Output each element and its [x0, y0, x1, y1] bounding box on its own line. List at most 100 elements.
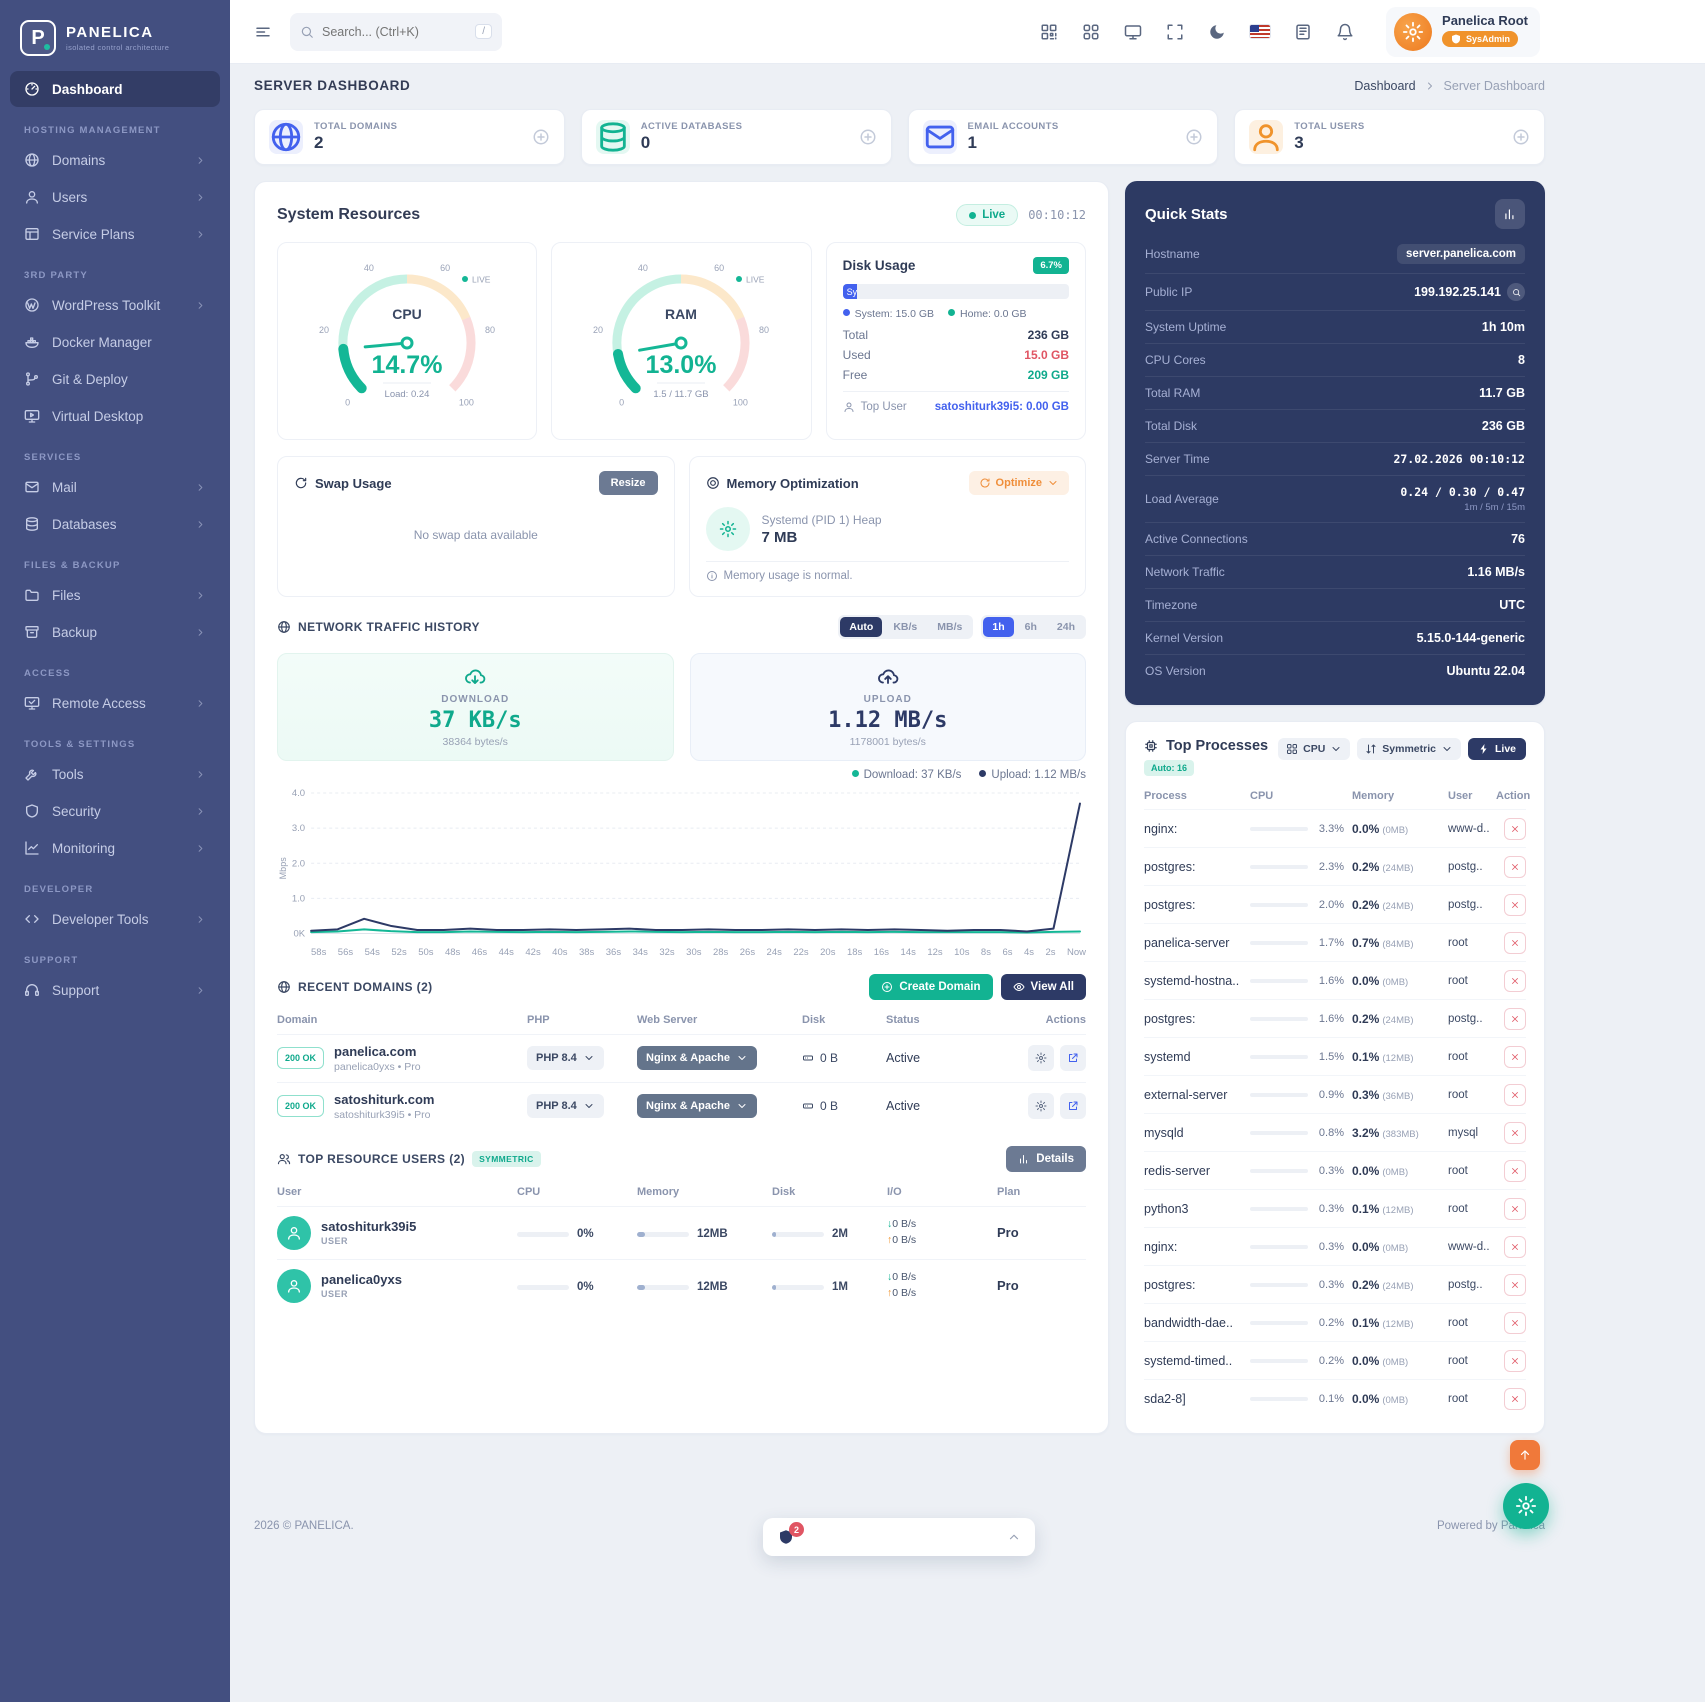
traffic-range-toggle-option-1h[interactable]: 1h: [983, 617, 1014, 637]
web-server-select[interactable]: Nginx & Apache: [637, 1046, 757, 1071]
display-icon[interactable]: [1124, 23, 1142, 41]
footer-copyright: 2026 © PANELICA.: [254, 1520, 354, 1532]
create-domain-button[interactable]: Create Domain: [869, 973, 993, 1000]
traffic-range-toggle-option-6h[interactable]: 6h: [1024, 621, 1037, 633]
dark-mode-icon[interactable]: [1208, 23, 1226, 41]
sidebar-item-remote-access[interactable]: Remote Access: [10, 685, 220, 721]
kill-process-button[interactable]: [1504, 1159, 1526, 1182]
sidebar-item-security[interactable]: Security: [10, 793, 220, 829]
changelog-notes-icon[interactable]: [1294, 23, 1312, 41]
kill-process-button[interactable]: [1504, 1387, 1526, 1410]
top-user-link[interactable]: satoshiturk39i5: 0.00 GB: [934, 401, 1069, 413]
sidebar-item-databases[interactable]: Databases: [10, 506, 220, 542]
notifications-bell-icon[interactable]: [1336, 23, 1354, 41]
sidebar: P PANELICA isolated control architecture…: [0, 0, 230, 1702]
sidebar-item-service-plans[interactable]: Service Plans: [10, 216, 220, 252]
kill-process-button[interactable]: [1504, 855, 1526, 878]
kill-process-button[interactable]: [1504, 1311, 1526, 1334]
ip-lookup-search-icon[interactable]: [1507, 283, 1525, 301]
quick-stats-chart-button[interactable]: [1495, 199, 1525, 229]
domain-open-external-icon[interactable]: [1060, 1093, 1086, 1120]
sidebar-item-support[interactable]: Support: [10, 972, 220, 1008]
domain-name[interactable]: satoshiturk.com: [334, 1091, 435, 1107]
sidebar-item-tools[interactable]: Tools: [10, 756, 220, 792]
sidebar-item-dashboard[interactable]: Dashboard: [10, 71, 220, 107]
swap-resize-button[interactable]: Resize: [598, 471, 658, 495]
plus-circle-icon[interactable]: [859, 128, 877, 146]
disk-row: Free 209 GB: [842, 368, 1069, 382]
sidebar-item-git-deploy[interactable]: Git & Deploy: [10, 361, 220, 397]
quick-stat-value: 11.7 GB: [1479, 386, 1525, 400]
cloud-download-icon: [464, 667, 486, 689]
wrench-icon: [24, 766, 40, 782]
web-server-select[interactable]: Nginx & Apache: [637, 1094, 757, 1119]
topbar-icons: [1040, 23, 1354, 41]
plus-circle-icon[interactable]: [1512, 128, 1530, 146]
resource-user-name[interactable]: satoshiturk39i5: [321, 1219, 417, 1235]
sidebar-item-wordpress-toolkit[interactable]: WordPress Toolkit: [10, 287, 220, 323]
kill-process-button[interactable]: [1504, 1235, 1526, 1258]
resource-user-name[interactable]: panelica0yxs: [321, 1272, 402, 1288]
brand-logo[interactable]: P PANELICA isolated control architecture: [0, 0, 230, 70]
kill-process-button[interactable]: [1504, 1083, 1526, 1106]
svg-text:1.0: 1.0: [292, 893, 305, 904]
sidebar-item-users[interactable]: Users: [10, 179, 220, 215]
sidebar-item-developer-tools[interactable]: Developer Tools: [10, 901, 220, 937]
domain-settings-gear-icon[interactable]: [1028, 1093, 1054, 1120]
sidebar-item-domains[interactable]: Domains: [10, 142, 220, 178]
domain-name[interactable]: panelica.com: [334, 1043, 417, 1059]
quick-stat-value: 199.192.25.141: [1414, 283, 1525, 301]
sidebar-toggle-icon[interactable]: [254, 23, 272, 41]
process-sort-dropdown[interactable]: CPU: [1278, 738, 1351, 760]
domain-settings-gear-icon[interactable]: [1028, 1045, 1054, 1072]
settings-fab-gear-icon[interactable]: [1503, 1483, 1549, 1529]
domain-open-external-icon[interactable]: [1060, 1045, 1086, 1072]
plus-circle-icon[interactable]: [1185, 128, 1203, 146]
sidebar-item-virtual-desktop[interactable]: Virtual Desktop: [10, 398, 220, 434]
quick-stat-row: Kernel Version 5.15.0-144-generic: [1145, 622, 1525, 655]
kill-process-button[interactable]: [1504, 893, 1526, 916]
search-input[interactable]: [322, 24, 440, 39]
kill-process-button[interactable]: [1504, 931, 1526, 954]
php-version-select[interactable]: PHP 8.4: [527, 1046, 604, 1071]
process-mode-dropdown[interactable]: Symmetric: [1357, 738, 1461, 760]
qr-code-icon[interactable]: [1040, 23, 1058, 41]
php-version-select[interactable]: PHP 8.4: [527, 1094, 604, 1119]
shield-alert-icon[interactable]: 2: [777, 1522, 804, 1546]
traffic-range-toggle-option-24h[interactable]: 24h: [1056, 621, 1075, 633]
kill-process-button[interactable]: [1504, 1197, 1526, 1220]
apps-grid-icon[interactable]: [1082, 23, 1100, 41]
sidebar-item-files[interactable]: Files: [10, 577, 220, 613]
fullscreen-icon[interactable]: [1166, 23, 1184, 41]
sidebar-item-monitoring[interactable]: Monitoring: [10, 830, 220, 866]
kill-process-button[interactable]: [1504, 817, 1526, 840]
stat-label: EMAIL ACCOUNTS: [967, 121, 1059, 132]
view-all-button[interactable]: View All: [1000, 973, 1086, 1000]
details-button[interactable]: Details: [1006, 1145, 1086, 1172]
kill-process-button[interactable]: [1504, 1007, 1526, 1030]
traffic-unit-toggle-option-mb-s[interactable]: MB/s: [937, 621, 963, 633]
kill-process-button[interactable]: [1504, 1349, 1526, 1372]
breadcrumb-dashboard[interactable]: Dashboard: [1354, 78, 1416, 93]
user-avatar: [277, 1268, 311, 1303]
sidebar-item-docker-manager[interactable]: Docker Manager: [10, 324, 220, 360]
user-profile-menu[interactable]: Panelica Root SysAdmin: [1386, 6, 1540, 57]
quick-stat-value: 8: [1518, 353, 1525, 367]
sidebar-item-backup[interactable]: Backup: [10, 614, 220, 650]
plus-circle-icon[interactable]: [532, 128, 550, 146]
traffic-unit-toggle-option-auto[interactable]: Auto: [840, 617, 883, 637]
optimize-button[interactable]: Optimize: [968, 471, 1069, 495]
kill-process-button[interactable]: [1504, 1273, 1526, 1296]
language-flag-us-icon[interactable]: [1250, 25, 1271, 38]
kill-process-button[interactable]: [1504, 1121, 1526, 1144]
chevron-up-icon[interactable]: [1007, 1530, 1021, 1544]
scroll-to-top-button[interactable]: [1510, 1440, 1540, 1470]
traffic-unit-toggle-option-kb-s[interactable]: KB/s: [893, 621, 918, 633]
sidebar-item-mail[interactable]: Mail: [10, 469, 220, 505]
alerts-dock[interactable]: 2: [763, 1518, 1035, 1556]
processes-live-badge[interactable]: Live: [1467, 738, 1526, 760]
quick-stat-row: Timezone UTC: [1145, 589, 1525, 622]
kill-process-button[interactable]: [1504, 969, 1526, 992]
live-badge[interactable]: Live: [956, 204, 1019, 226]
kill-process-button[interactable]: [1504, 1045, 1526, 1068]
